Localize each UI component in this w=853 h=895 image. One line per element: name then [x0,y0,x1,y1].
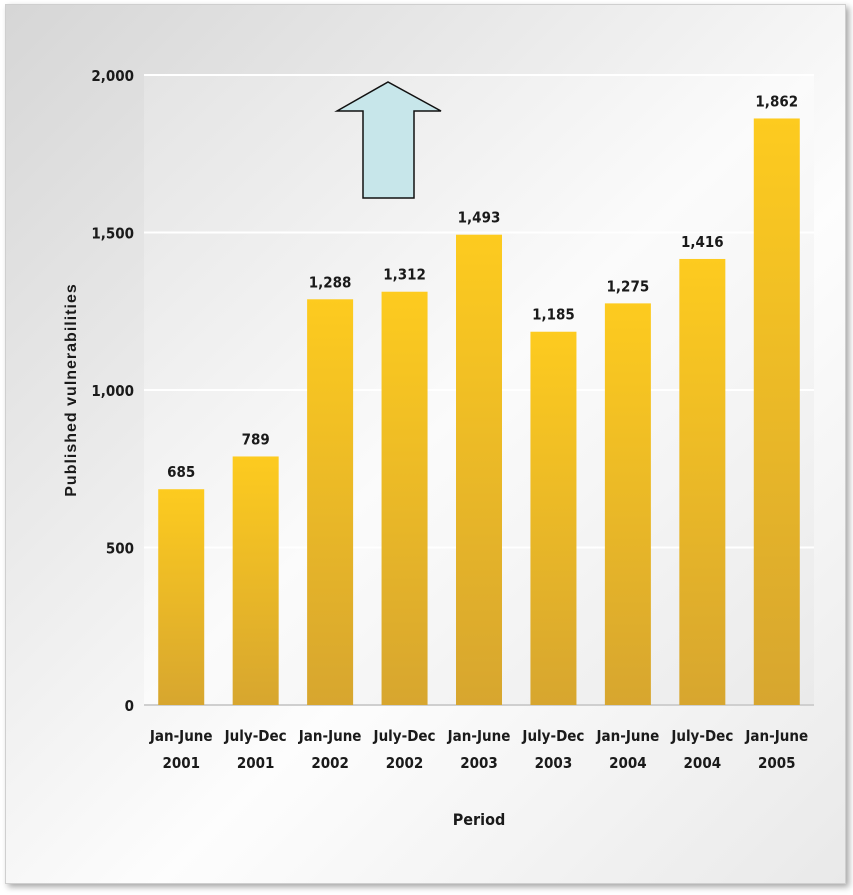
data-label: 1,275 [607,277,650,295]
bar [753,118,800,706]
y-tick-label: 1,000 [91,382,134,400]
x-tick-label: Jan-June [744,727,808,745]
x-tick-label: 2003 [460,754,498,772]
y-tick-label: 500 [106,540,134,558]
x-tick-label: 2004 [609,754,647,772]
data-label: 1,312 [383,266,426,284]
data-label: 1,493 [458,209,501,227]
bar [530,331,577,705]
data-label: 685 [167,463,195,481]
bar [232,456,279,705]
x-tick-label: 2005 [758,754,796,772]
x-tick-label: 2001 [237,754,275,772]
data-label: 789 [242,430,270,448]
x-tick-label: Jan-June [149,727,213,745]
bars [158,118,800,706]
data-labels: 685 789 1,288 1,312 1,493 1,185 1,275 1,416 1,86… [167,92,798,481]
data-label: 1,862 [755,92,798,110]
x-tick-label: Jan-June [447,727,511,745]
y-axis-title: Published vulnerabilities [63,283,80,497]
x-axis-title: Period [453,810,506,829]
bar [158,489,205,705]
data-label: 1,288 [309,273,352,291]
bar [307,299,354,705]
bar [381,291,428,705]
x-tick-label: 2002 [311,754,349,772]
x-tick-label: Jan-June [596,727,660,745]
x-axis-categories: Jan-June 2001 July-Dec 2001 Jan-June 2002 July… [149,727,808,772]
y-tick-label: 1,500 [91,225,134,243]
y-tick-label: 0 [125,697,134,715]
x-tick-label: 2002 [386,754,424,772]
x-tick-label: July-Dec [373,727,436,745]
data-label: 1,185 [532,306,575,324]
data-label: 1,416 [681,233,724,251]
x-tick-label: 2004 [684,754,722,772]
chart-frame: 0 500 1,000 1,500 2,000 685 789 1,288 1,312 1,49… [5,4,846,884]
bar [456,234,502,705]
up-arrow-icon [334,81,442,199]
x-tick-label: 2001 [162,754,200,772]
bar [604,303,651,705]
x-tick-label: July-Dec [670,727,733,745]
y-tick-label: 2,000 [91,67,134,85]
x-tick-label: July-Dec [224,727,287,745]
bar-chart: 0 500 1,000 1,500 2,000 685 789 1,288 1,312 1,49… [63,67,814,829]
x-tick-label: 2003 [535,754,573,772]
x-tick-label: Jan-June [298,727,362,745]
x-tick-label: July-Dec [521,727,584,745]
bar [679,258,726,705]
y-axis-ticks: 0 500 1,000 1,500 2,000 [91,67,134,715]
